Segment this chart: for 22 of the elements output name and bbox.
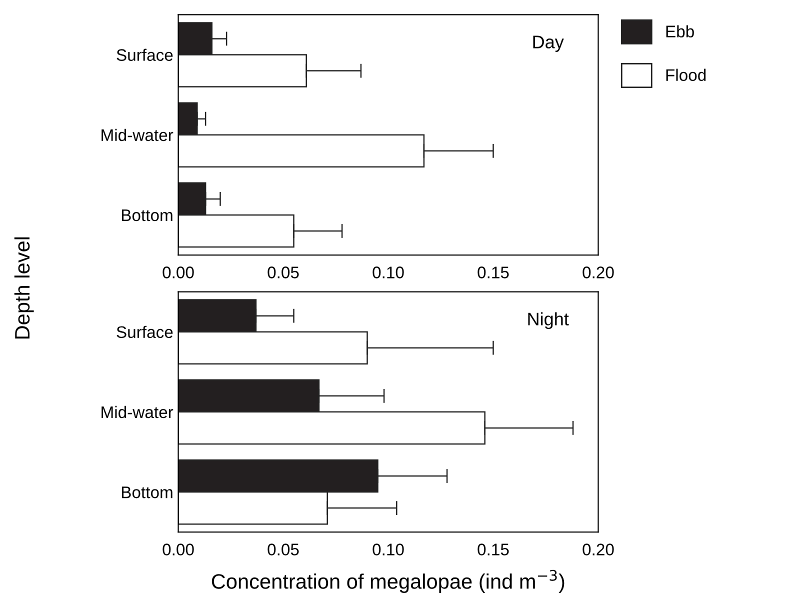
x-tick-label: 0.05 xyxy=(268,266,299,278)
legend-label: Ebb xyxy=(666,25,694,38)
x-tick-label: 0.15 xyxy=(478,544,509,556)
x-tick-label: 0.15 xyxy=(478,266,509,278)
annotation: Night xyxy=(528,312,569,330)
x-tick-label: 0.00 xyxy=(162,544,194,556)
y-tick-label: Surface xyxy=(116,48,173,61)
y-tick-label: Mid-water xyxy=(102,406,174,418)
x-tick-label: 0.20 xyxy=(582,544,614,556)
x-axis-title: Concentration of megalopae (ind m$^{−3}$) xyxy=(212,570,564,593)
y-tick-label: Mid-water xyxy=(102,128,174,142)
y-tick-label: Bottom xyxy=(122,486,172,498)
x-tick-label: 0.10 xyxy=(372,544,404,556)
x-tick-label: 0.10 xyxy=(372,266,404,278)
y-axis-title: Depth level xyxy=(14,237,34,339)
y-tick-label: Surface xyxy=(116,326,173,338)
annotation: Day xyxy=(533,36,564,52)
legend-label: Flood xyxy=(666,68,706,82)
x-tick-label: 0.00 xyxy=(162,266,194,278)
x-tick-label: 0.05 xyxy=(268,544,299,556)
x-tick-label: 0.20 xyxy=(582,266,614,278)
y-tick-label: Bottom xyxy=(122,210,172,222)
